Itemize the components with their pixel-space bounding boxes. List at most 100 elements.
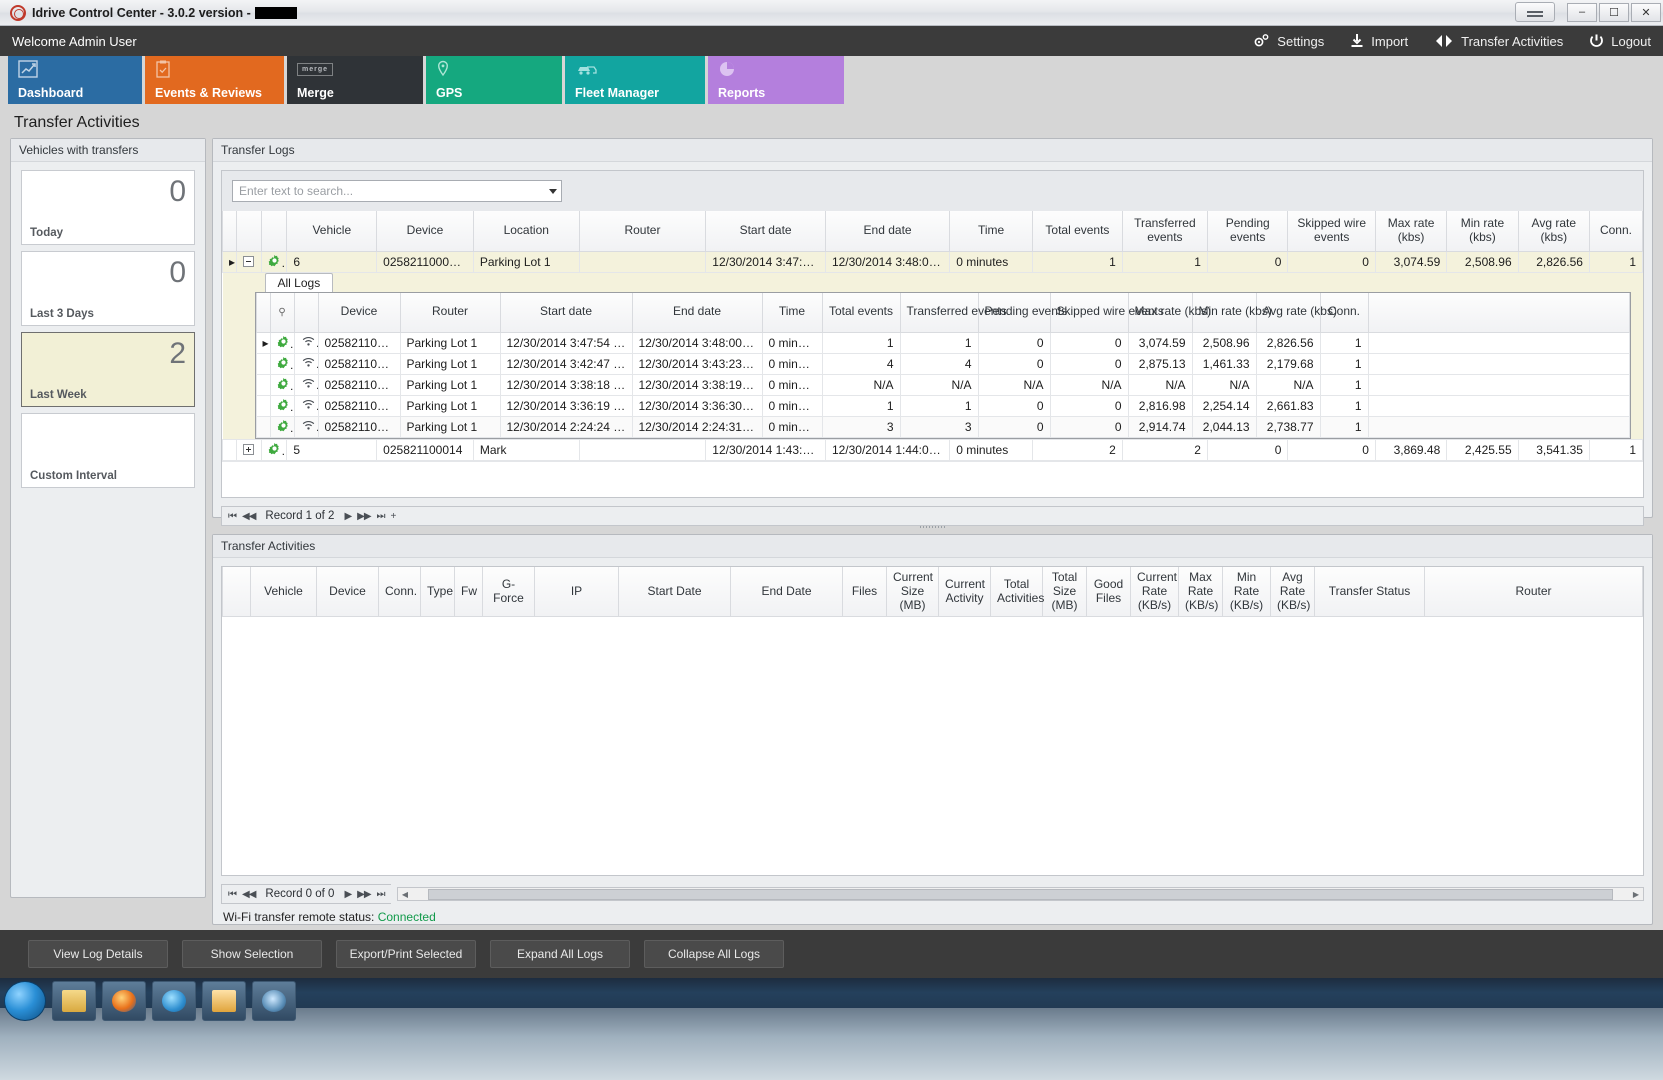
scroll-thumb[interactable] (428, 888, 1613, 900)
dcol-total-events[interactable]: Total events (821, 292, 901, 333)
media-icon[interactable] (152, 981, 196, 1021)
restore-strip-button[interactable] (1515, 2, 1555, 22)
dcol-min-rate[interactable]: Min rate (kbs) (1191, 292, 1272, 333)
col-total-events[interactable]: Total events (1032, 211, 1123, 252)
tacol-good-files[interactable]: Good Files (1086, 567, 1131, 618)
detail-table-row[interactable]: 025821100006 Parking Lot 1 12/30/2014 3:… (255, 374, 1630, 396)
maximize-button[interactable]: ☐ (1599, 2, 1629, 22)
row-expander[interactable] (235, 439, 263, 461)
tacol-gforce[interactable]: G-Force (482, 567, 535, 618)
detail-table-row[interactable]: ▸ 025821100006 Parking Lot 1 12/30/2014 … (255, 332, 1630, 354)
tacol-router[interactable]: Router (1424, 567, 1643, 618)
show-selection-button[interactable]: Show Selection (182, 940, 322, 968)
table-row[interactable]: ▸ 6 025821100006 Parking Lot 1 (222, 250, 1644, 273)
dcol-pending-events[interactable]: Pending events (977, 292, 1067, 333)
export-print-selected-button[interactable]: Export/Print Selected (336, 940, 476, 968)
nav-tile-fleet-manager[interactable]: Fleet Manager (565, 56, 705, 104)
scroll-left-icon[interactable]: ◀ (401, 889, 409, 899)
pager-prev-button[interactable]: ◀◀ (242, 510, 256, 522)
stat-card-last-week[interactable]: 2 Last Week (21, 332, 195, 407)
tacol-transfer-status[interactable]: Transfer Status (1314, 567, 1425, 618)
panel-splitter[interactable] (212, 524, 1653, 528)
tacol-min-rate[interactable]: Min Rate (KB/s) (1222, 567, 1271, 618)
dcol-max-rate[interactable]: Max rate (kbs) (1127, 292, 1211, 333)
tacol-fw[interactable]: Fw (454, 567, 483, 618)
dcol-transferred-events[interactable]: Transferred events (899, 292, 1007, 333)
app-icon[interactable] (252, 981, 296, 1021)
tacol-end-date[interactable]: End Date (730, 567, 843, 618)
detail-table-row[interactable]: 025821100006 Parking Lot 1 12/30/2014 3:… (255, 353, 1630, 375)
ta-pager-forward-button[interactable]: ▶▶ (357, 888, 371, 900)
transfer-activities-hscrollbar[interactable]: ◀ ▶ (397, 887, 1644, 901)
tacol-current-size[interactable]: Current Size (MB) (886, 567, 939, 618)
splitter-grip[interactable] (919, 524, 946, 528)
col-device[interactable]: Device (376, 211, 474, 252)
tacol-avg-rate[interactable]: Avg Rate (KB/s) (1270, 567, 1315, 618)
firefox-icon[interactable] (102, 981, 146, 1021)
detail-table-row[interactable]: 025821100006 Parking Lot 1 12/30/2014 3:… (255, 395, 1630, 417)
stat-card-last-3-days[interactable]: 0 Last 3 Days (21, 251, 195, 326)
tacol-max-rate[interactable]: Max Rate (KB/s) (1178, 567, 1223, 618)
close-button[interactable]: ✕ (1631, 2, 1661, 22)
pager-forward-button[interactable]: ▶▶ (357, 510, 371, 522)
transfer-activities-button[interactable]: Transfer Activities (1434, 33, 1563, 49)
col-avg-rate[interactable]: Avg rate (kbs) (1517, 211, 1590, 252)
col-skipped-wire-events[interactable]: Skipped wire events (1287, 211, 1376, 252)
expand-all-logs-button[interactable]: Expand All Logs (490, 940, 630, 968)
stat-card-custom-interval[interactable]: Custom Interval (21, 413, 195, 488)
pager-add-button[interactable]: + (390, 510, 397, 522)
ta-pager-next-button[interactable]: ▶ (344, 888, 352, 900)
tacol-total-activities[interactable]: Total Activities (990, 567, 1044, 618)
row-expander[interactable] (235, 250, 263, 273)
import-button[interactable]: Import (1350, 33, 1408, 49)
nav-tile-dashboard[interactable]: Dashboard (8, 56, 142, 104)
settings-button[interactable]: Settings (1252, 33, 1324, 49)
dcol-time[interactable]: Time (761, 292, 823, 333)
start-orb-icon[interactable] (4, 981, 46, 1021)
col-end-date[interactable]: End date (824, 211, 951, 252)
dcol-skipped-wire-events[interactable]: Skipped wire events (1049, 292, 1164, 333)
tacol-device[interactable]: Device (316, 567, 379, 618)
tacol-total-size[interactable]: Total Size (MB) (1042, 567, 1087, 618)
collapse-all-logs-button[interactable]: Collapse All Logs (644, 940, 784, 968)
logout-button[interactable]: Logout (1589, 33, 1651, 49)
tacol-ip[interactable]: IP (534, 567, 619, 618)
dcol-router[interactable]: Router (399, 292, 501, 333)
col-pending-events[interactable]: Pending events (1206, 211, 1289, 252)
tacol-files[interactable]: Files (842, 567, 887, 618)
dcol-end-date[interactable]: End date (631, 292, 763, 333)
col-vehicle[interactable]: Vehicle (286, 211, 378, 252)
tacol-start-date[interactable]: Start Date (618, 567, 731, 618)
dcol-device[interactable]: Device (317, 292, 401, 333)
search-input[interactable]: Enter text to search... (232, 180, 562, 202)
tacol-conn[interactable]: Conn. (378, 567, 421, 618)
dcol-search[interactable]: ⚲ (269, 292, 295, 333)
col-time[interactable]: Time (949, 211, 1034, 252)
pager-first-button[interactable]: ⏮ (228, 510, 237, 522)
dcol-conn[interactable]: Conn. (1319, 292, 1369, 333)
chevron-down-icon[interactable] (549, 188, 557, 194)
tacol-current-rate[interactable]: Current Rate (KB/s) (1130, 567, 1179, 618)
view-log-details-button[interactable]: View Log Details (28, 940, 168, 968)
tab-all-logs[interactable]: All Logs (264, 272, 334, 292)
col-min-rate[interactable]: Min rate (kbs) (1446, 211, 1519, 252)
outlook-icon[interactable] (202, 981, 246, 1021)
tacol-current-activity[interactable]: Current Activity (938, 567, 991, 618)
col-conn[interactable]: Conn. (1588, 211, 1644, 252)
nav-tile-events-reviews[interactable]: Events & Reviews (145, 56, 284, 104)
col-router[interactable]: Router (578, 211, 707, 252)
col-start-date[interactable]: Start date (705, 211, 826, 252)
ta-pager-last-button[interactable]: ⏭ (376, 888, 386, 900)
table-row[interactable]: 5 025821100014 Mark 12/30/2014 1:43:53 P… (222, 439, 1644, 461)
col-transferred-events[interactable]: Transferred events (1121, 211, 1208, 252)
col-max-rate[interactable]: Max rate (kbs) (1374, 211, 1448, 252)
ta-pager-first-button[interactable]: ⏮ (228, 888, 237, 900)
tacol-vehicle[interactable]: Vehicle (250, 567, 317, 618)
minimize-button[interactable]: – (1567, 2, 1597, 22)
nav-tile-gps[interactable]: GPS (426, 56, 562, 104)
tacol-type[interactable]: Type (420, 567, 455, 618)
ta-pager-prev-button[interactable]: ◀◀ (242, 888, 256, 900)
nav-tile-reports[interactable]: Reports (708, 56, 844, 104)
scroll-right-icon[interactable]: ▶ (1632, 889, 1640, 899)
dcol-avg-rate[interactable]: Avg rate (kbs) (1255, 292, 1337, 333)
